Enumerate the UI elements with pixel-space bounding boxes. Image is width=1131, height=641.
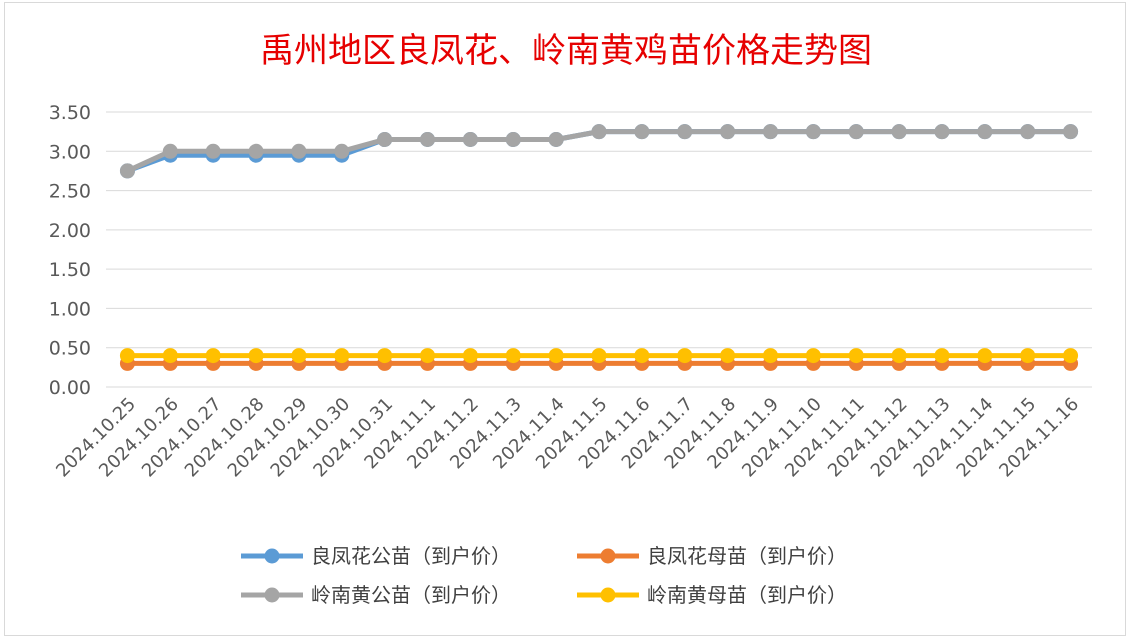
series-2 (119, 124, 1079, 179)
data-point (548, 132, 564, 147)
data-point (420, 348, 436, 364)
data-point (205, 143, 221, 159)
chart-frame (4, 2, 1126, 636)
legend-item: 岭南黄公苗（到户价） (241, 583, 511, 607)
x-axis-ticks: 2024.10.252024.10.262024.10.272024.10.28… (52, 394, 1083, 482)
data-point (677, 348, 693, 364)
data-point (162, 143, 178, 159)
y-tick-label: 3.50 (49, 102, 91, 124)
y-tick-label: 2.50 (49, 181, 91, 203)
data-point (377, 132, 393, 147)
data-point (291, 348, 307, 364)
data-point (1020, 348, 1036, 364)
data-point (591, 124, 607, 140)
data-point (934, 348, 950, 364)
series-3 (119, 348, 1079, 364)
data-point (762, 348, 778, 364)
data-point (462, 132, 478, 147)
data-point (205, 348, 221, 364)
data-point (334, 143, 350, 159)
data-point (805, 348, 821, 364)
legend-label: 良凤花公苗（到户价） (311, 544, 511, 568)
legend-swatch-marker (264, 548, 280, 564)
y-tick-label: 3.00 (49, 141, 91, 163)
data-point (119, 348, 135, 364)
data-point (934, 124, 950, 140)
chart-title: 禹州地区良凤花、岭南黄鸡苗价格走势图 (260, 31, 872, 71)
y-tick-label: 0.00 (49, 377, 91, 399)
data-point (762, 124, 778, 140)
legend-swatch-marker (600, 587, 616, 603)
data-point (119, 163, 135, 179)
y-tick-label: 0.50 (49, 338, 91, 360)
data-point (505, 348, 521, 364)
data-point (891, 348, 907, 364)
legend-label: 良凤花母苗（到户价） (647, 544, 847, 568)
data-point (1063, 348, 1079, 364)
data-point (848, 348, 864, 364)
y-tick-label: 2.00 (49, 220, 91, 242)
legend-item: 良凤花公苗（到户价） (241, 544, 511, 568)
legend-label: 岭南黄母苗（到户价） (647, 583, 847, 607)
data-point (891, 124, 907, 140)
data-point (634, 124, 650, 140)
legend-label: 岭南黄公苗（到户价） (311, 583, 511, 607)
data-point (634, 348, 650, 364)
data-point (720, 124, 736, 140)
data-point (334, 348, 350, 364)
data-point (420, 132, 436, 147)
legend: 良凤花公苗（到户价） 良凤花母苗（到户价） 岭南黄公苗（到户价） 岭南黄母苗（到户价） (241, 544, 847, 607)
data-point (677, 124, 693, 140)
data-point (462, 348, 478, 364)
gridlines (106, 111, 1092, 388)
data-point (977, 348, 993, 364)
data-point (248, 348, 264, 364)
series-lines (119, 124, 1079, 371)
data-point (505, 132, 521, 147)
data-point (1020, 124, 1036, 140)
legend-swatch-marker (600, 548, 616, 564)
data-point (377, 348, 393, 364)
legend-item: 岭南黄母苗（到户价） (577, 583, 847, 607)
data-point (548, 348, 564, 364)
data-point (162, 348, 178, 364)
y-tick-label: 1.50 (49, 259, 91, 281)
data-point (248, 143, 264, 159)
y-axis-ticks: 0.00 0.50 1.00 1.50 2.00 2.50 3.00 3.50 (49, 102, 91, 399)
data-point (977, 124, 993, 140)
data-point (848, 124, 864, 140)
legend-item: 良凤花母苗（到户价） (577, 544, 847, 568)
legend-swatch-marker (264, 587, 280, 603)
y-tick-label: 1.00 (49, 298, 91, 320)
data-point (591, 348, 607, 364)
data-point (720, 348, 736, 364)
data-point (291, 143, 307, 159)
data-point (805, 124, 821, 140)
data-point (1063, 124, 1079, 140)
